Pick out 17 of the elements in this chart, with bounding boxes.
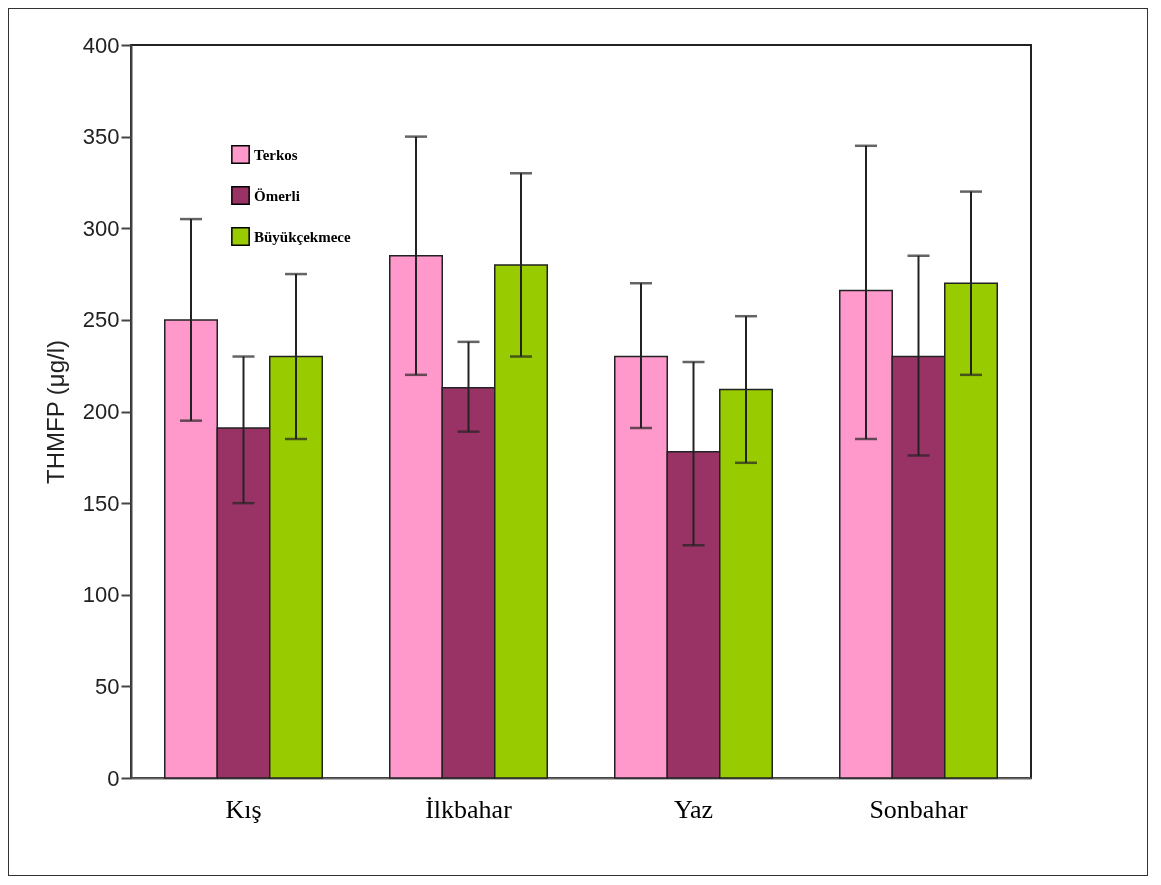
legend-label: Büyükçekmece <box>254 228 351 245</box>
y-axis-title: THMFP (μg/l) <box>41 339 69 485</box>
y-tick-label: 350 <box>82 124 120 150</box>
legend-label: Terkos <box>254 146 298 163</box>
y-tick-label: 0 <box>107 765 120 791</box>
y-tick-label: 200 <box>82 399 120 424</box>
y-tick-label: 250 <box>82 307 120 333</box>
x-tick-label: Kış <box>225 794 262 824</box>
x-tick-label: Sonbahar <box>869 794 968 824</box>
y-tick-label: 400 <box>82 32 120 58</box>
x-tick-label: İlkbahar <box>425 794 513 824</box>
y-tick-label: 300 <box>82 215 120 241</box>
y-tick-label: 150 <box>82 490 120 516</box>
y-tick-label: 100 <box>82 582 120 608</box>
y-tick-label: 50 <box>95 673 120 699</box>
legend-label: Ömerli <box>254 187 300 204</box>
x-tick-label: Yaz <box>673 794 714 824</box>
